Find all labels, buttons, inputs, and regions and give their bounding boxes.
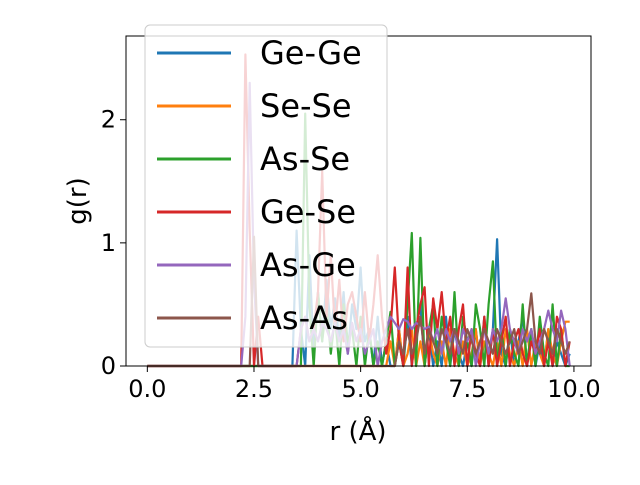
x-tick-label: 5.0 [342, 375, 380, 403]
x-tick-label: 2.5 [235, 375, 273, 403]
legend-label-ge-se: Ge-Se [260, 193, 356, 231]
y-axis-label: g(r) [63, 177, 93, 224]
legend-label-as-se: As-Se [260, 140, 350, 178]
x-tick-label: 0.0 [128, 375, 166, 403]
ticks-layer: 0.0 2.5 5.0 7.5 10.0 0 1 2 [101, 106, 601, 403]
legend-label-as-as: As-As [260, 299, 348, 337]
y-tick-label: 1 [101, 229, 116, 257]
y-tick-label: 0 [101, 352, 116, 380]
x-tick-label: 10.0 [547, 375, 600, 403]
legend: Ge-Ge Se-Se As-Se Ge-Se As-Ge As-As [144, 24, 388, 348]
series-line-as-as [147, 235, 571, 368]
legend-label-as-ge: As-Ge [260, 246, 356, 284]
legend-label-ge-ge: Ge-Ge [260, 34, 362, 72]
x-tick-label: 7.5 [448, 375, 486, 403]
x-axis-label: r (Å) [329, 415, 386, 447]
y-tick-label: 2 [101, 106, 116, 134]
legend-label-se-se: Se-Se [260, 87, 352, 125]
